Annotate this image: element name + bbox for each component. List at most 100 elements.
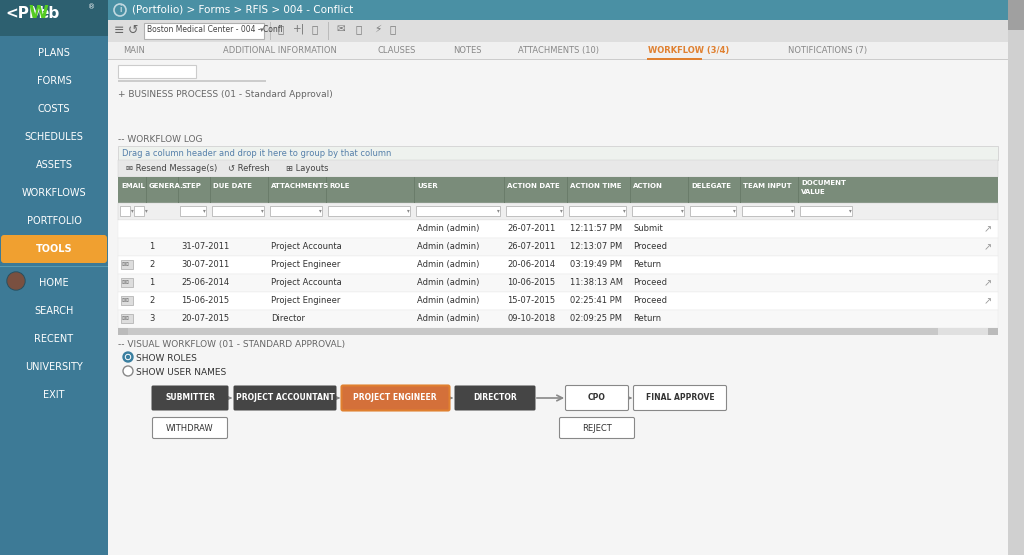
Text: ATTACHMENTS: ATTACHMENTS: [271, 183, 330, 189]
Text: 09-10-2018: 09-10-2018: [507, 314, 555, 323]
Text: PROJECT ACCOUNTANT: PROJECT ACCOUNTANT: [236, 393, 335, 402]
Bar: [108, 0, 1024, 20]
Text: 15-06-2015: 15-06-2015: [181, 296, 229, 305]
Text: +|: +|: [293, 24, 305, 34]
Text: PROJECT ENGINEER: PROJECT ENGINEER: [353, 393, 437, 402]
Text: 30-07-2011: 30-07-2011: [181, 260, 229, 269]
Text: Project Accounta: Project Accounta: [271, 242, 342, 251]
Bar: [108, 20, 1008, 42]
Text: Proceed: Proceed: [633, 242, 667, 251]
Text: 🗑: 🗑: [312, 24, 318, 34]
Text: Admin (admin): Admin (admin): [417, 260, 479, 269]
Text: ▾: ▾: [681, 208, 684, 213]
Bar: [118, 256, 998, 274]
Text: 1: 1: [150, 242, 155, 251]
Text: 20-06-2014: 20-06-2014: [507, 260, 555, 269]
Text: DELEGATE: DELEGATE: [691, 183, 731, 189]
Text: 03:19:49 PM: 03:19:49 PM: [570, 260, 623, 269]
Text: TOOLS: TOOLS: [36, 244, 73, 254]
Text: ↗: ↗: [984, 278, 992, 288]
Text: -- WORKFLOW LOG: -- WORKFLOW LOG: [118, 135, 203, 144]
Circle shape: [123, 366, 133, 376]
Text: SCHEDULES: SCHEDULES: [25, 132, 83, 142]
Text: ▾: ▾: [849, 208, 852, 213]
Text: Admin (admin): Admin (admin): [417, 224, 479, 233]
Text: STEP: STEP: [181, 183, 201, 189]
Text: ✉: ✉: [336, 24, 345, 34]
Text: Submit: Submit: [633, 224, 663, 233]
Text: ↗: ↗: [984, 296, 992, 306]
Text: WORKFLOWS: WORKFLOWS: [22, 188, 86, 198]
Text: ROLE: ROLE: [329, 183, 349, 189]
Text: ▾: ▾: [260, 27, 263, 33]
Bar: [118, 80, 266, 82]
Text: CLAUSES: CLAUSES: [378, 46, 417, 55]
Bar: [632, 206, 684, 216]
Bar: [121, 296, 133, 305]
Text: 15-07-2015: 15-07-2015: [507, 296, 555, 305]
Text: ▾: ▾: [319, 208, 322, 213]
FancyBboxPatch shape: [455, 386, 536, 411]
FancyBboxPatch shape: [559, 417, 635, 438]
Text: ✉: ✉: [121, 260, 128, 269]
Bar: [0, 266, 108, 267]
FancyBboxPatch shape: [565, 386, 629, 411]
Text: Proceed: Proceed: [633, 278, 667, 287]
Text: DIRECTOR: DIRECTOR: [473, 393, 517, 402]
Text: ✉ Resend Message(s): ✉ Resend Message(s): [126, 164, 217, 173]
Bar: [800, 206, 852, 216]
Text: FINAL APPROVE: FINAL APPROVE: [646, 393, 715, 402]
Bar: [108, 59, 1008, 60]
FancyBboxPatch shape: [233, 386, 337, 411]
Text: 12:13:07 PM: 12:13:07 PM: [570, 242, 623, 251]
Text: Return: Return: [633, 314, 662, 323]
Bar: [1008, 0, 1024, 555]
Text: GENERA...: GENERA...: [150, 183, 189, 189]
Text: WORKFLOW (3/4): WORKFLOW (3/4): [648, 46, 729, 55]
Text: COSTS: COSTS: [38, 104, 71, 114]
Bar: [118, 177, 998, 203]
Text: ✉: ✉: [121, 296, 128, 305]
Text: SHOW ROLES: SHOW ROLES: [136, 354, 197, 363]
Text: USER: USER: [417, 183, 437, 189]
Text: ASSETS: ASSETS: [36, 160, 73, 170]
Text: NOTIFICATIONS (7): NOTIFICATIONS (7): [788, 46, 867, 55]
Bar: [742, 206, 794, 216]
Text: SEARCH: SEARCH: [35, 306, 74, 316]
Text: 2: 2: [150, 296, 155, 305]
FancyBboxPatch shape: [1, 235, 106, 263]
Bar: [118, 310, 998, 328]
Text: ®: ®: [88, 4, 95, 10]
Text: Project Engineer: Project Engineer: [271, 260, 340, 269]
Text: ⊞ Layouts: ⊞ Layouts: [286, 164, 329, 173]
Text: Admin (admin): Admin (admin): [417, 278, 479, 287]
Text: VALUE: VALUE: [801, 189, 825, 195]
Text: W: W: [28, 4, 48, 22]
Text: + BUSINESS PROCESS (01 - Standard Approval): + BUSINESS PROCESS (01 - Standard Approv…: [118, 90, 333, 99]
Text: 💾: 💾: [278, 24, 285, 34]
Text: ACTION DATE: ACTION DATE: [507, 183, 560, 189]
Text: -- VISUAL WORKFLOW (01 - STANDARD APPROVAL): -- VISUAL WORKFLOW (01 - STANDARD APPROV…: [118, 340, 345, 349]
Bar: [416, 206, 500, 216]
Text: EXIT: EXIT: [43, 390, 65, 400]
Circle shape: [127, 356, 129, 359]
Bar: [1008, 0, 1024, 30]
Circle shape: [123, 352, 133, 362]
Bar: [118, 274, 998, 292]
Text: 02:25:41 PM: 02:25:41 PM: [570, 296, 622, 305]
Text: ▾: ▾: [203, 208, 206, 213]
Text: FORMS: FORMS: [37, 76, 72, 86]
Text: 1: 1: [150, 278, 155, 287]
Bar: [120, 206, 130, 216]
Text: Project Accounta: Project Accounta: [271, 278, 342, 287]
Bar: [108, 42, 1008, 60]
Text: ▾: ▾: [497, 208, 500, 213]
Bar: [118, 238, 998, 256]
Text: Proceed: Proceed: [633, 296, 667, 305]
Text: ↺ Refresh: ↺ Refresh: [228, 164, 269, 173]
Text: Boston Medical Center - 004 - Confl: Boston Medical Center - 004 - Confl: [147, 25, 283, 34]
Text: DUE DATE: DUE DATE: [213, 183, 252, 189]
Bar: [647, 58, 702, 60]
Bar: [121, 314, 133, 323]
Text: 2: 2: [150, 260, 155, 269]
